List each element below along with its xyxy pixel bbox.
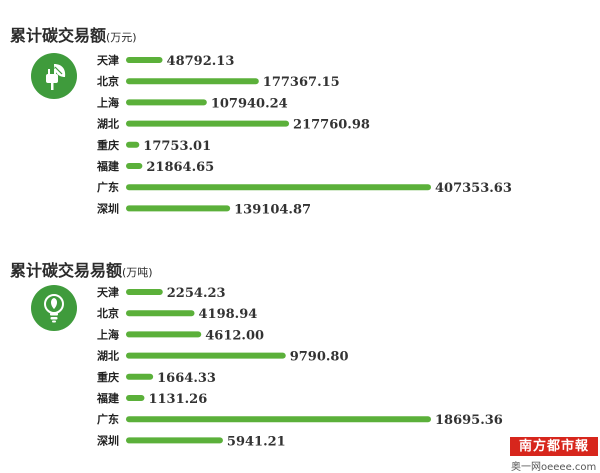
category-label: 湖北 — [97, 117, 119, 131]
chart-1-bars: 天津 48792.13 北京 177367.15 上海 107940.24 湖北 217760… — [96, 53, 512, 217]
category-label: 广东 — [97, 180, 119, 194]
plug-leaf-icon — [31, 53, 77, 99]
lightbulb-leaf-icon — [31, 285, 77, 331]
category-label: 福建 — [96, 159, 120, 173]
chart-2-unit: (万吨) — [122, 266, 153, 279]
newspaper-logo: 南方都市報 — [510, 437, 598, 456]
category-label: 北京 — [97, 74, 119, 88]
bar — [126, 120, 290, 127]
chart-2-bars: 天津 2254.23 北京 4198.94 上海 4612.00 湖北 9790.80 重庆 16… — [96, 285, 503, 449]
bar — [126, 289, 163, 295]
website-watermark: 奥一网oeeee.com — [511, 462, 597, 473]
category-label: 天津 — [97, 53, 119, 67]
bar — [126, 437, 223, 444]
value-label: 1131.26 — [148, 392, 207, 407]
category-label: 天津 — [97, 285, 119, 299]
value-label: 48792.13 — [167, 54, 235, 69]
value-label: 407353.63 — [435, 181, 512, 196]
bar — [126, 416, 431, 423]
value-label: 2254.23 — [167, 286, 226, 301]
category-label: 湖北 — [97, 349, 119, 363]
bar — [126, 184, 431, 191]
bar — [126, 310, 195, 317]
value-label: 177367.15 — [263, 75, 340, 90]
category-label: 深圳 — [97, 433, 119, 447]
category-label: 重庆 — [97, 138, 119, 152]
category-label: 深圳 — [97, 201, 119, 215]
value-label: 107940.24 — [211, 96, 288, 111]
category-label: 重庆 — [97, 370, 119, 384]
category-label: 福建 — [96, 391, 120, 405]
chart-2-title-text: 累计碳交易易额 — [10, 261, 123, 280]
bar — [126, 331, 202, 338]
chart-2-title: 累计碳交易易额(万吨) — [10, 257, 153, 281]
bar — [126, 205, 231, 212]
bar — [126, 395, 145, 401]
value-label: 17753.01 — [143, 139, 211, 154]
value-label: 18695.36 — [435, 413, 503, 428]
category-label: 上海 — [97, 327, 119, 341]
value-label: 21864.65 — [146, 160, 214, 175]
bar — [126, 373, 154, 380]
value-label: 4198.94 — [199, 307, 258, 322]
bar — [126, 57, 163, 63]
bar — [126, 352, 286, 359]
bar — [126, 141, 140, 148]
value-label: 4612.00 — [205, 328, 264, 343]
bar — [126, 78, 259, 85]
chart-1-title: 累计碳交易额(万元) — [10, 22, 137, 46]
value-label: 9790.80 — [290, 350, 349, 365]
bar — [126, 99, 207, 106]
value-label: 217760.98 — [293, 118, 370, 133]
category-label: 北京 — [97, 306, 119, 320]
value-label: 1664.33 — [157, 371, 216, 386]
value-label: 5941.21 — [227, 434, 286, 449]
bar — [126, 163, 143, 169]
chart-1-unit: (万元) — [106, 31, 137, 44]
value-label: 139104.87 — [234, 202, 311, 217]
category-label: 上海 — [97, 95, 119, 109]
category-label: 广东 — [97, 412, 119, 426]
chart-1-title-text: 累计碳交易额 — [10, 26, 107, 45]
